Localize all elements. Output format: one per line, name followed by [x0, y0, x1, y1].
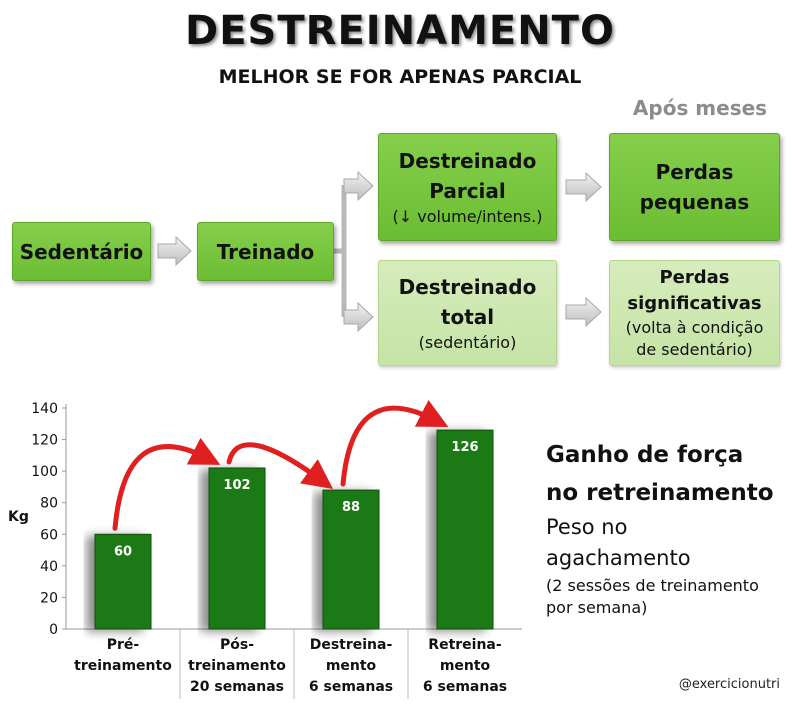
x-category-label: treinamento	[188, 658, 286, 674]
y-tick-label: 80	[40, 496, 58, 512]
x-category-label: Pós-	[220, 637, 254, 653]
significativas-note1: (volta à condição	[625, 318, 764, 337]
bar-value-label: 88	[342, 500, 360, 515]
x-category-label: Retreina-	[428, 637, 502, 653]
total-note: (sedentário)	[418, 333, 517, 352]
total-line2: total	[440, 305, 495, 329]
y-tick-label: 100	[31, 464, 58, 480]
parcial-line2: Parcial	[429, 179, 506, 203]
side-title-line2: no retreinamento	[546, 480, 774, 506]
arrow-total-to-significativas	[565, 296, 602, 328]
box-perdas-significativas: Perdas significativas (volta à condição …	[609, 260, 780, 366]
x-category-label: mento	[326, 658, 377, 674]
arrow-sed-to-treinado	[157, 235, 192, 267]
box-destreinado-parcial: Destreinado Parcial (↓ volume/intens.)	[378, 133, 557, 241]
bar-value-label: 126	[451, 440, 478, 455]
parcial-note: (↓ volume/intens.)	[392, 207, 543, 226]
bar	[322, 489, 380, 630]
x-category-label: 20 semanas	[190, 679, 284, 695]
y-tick-label: 0	[49, 622, 58, 638]
side-sub-line2: agachamento	[546, 546, 691, 570]
x-category-label: treinamento	[74, 658, 172, 674]
x-category-label: mento	[440, 658, 491, 674]
x-category-label: Destreina-	[310, 637, 393, 653]
x-category-label: 6 semanas	[309, 679, 393, 695]
progress-arrow	[226, 442, 334, 489]
side-title: Ganho de força no retreinamento	[546, 436, 774, 512]
box-sedentario: Sedentário	[12, 222, 151, 281]
branch-connector	[332, 182, 358, 320]
arrow-parcial-to-pequenas	[565, 171, 602, 203]
arrow-to-parcial	[343, 170, 374, 202]
box-treinado-label: Treinado	[216, 239, 315, 264]
after-months-label: Após meses	[632, 96, 768, 120]
bar	[436, 429, 494, 630]
parcial-line1: Destreinado	[398, 149, 537, 173]
y-tick-label: 40	[40, 559, 58, 575]
side-subtitle: Peso no agachamento	[546, 512, 691, 574]
y-tick-label: 20	[40, 590, 58, 606]
side-title-line1: Ganho de força	[546, 442, 744, 468]
page-title: DESTREINAMENTO	[185, 8, 615, 54]
significativas-line2: significativas	[627, 293, 762, 314]
box-destreinado-total: Destreinado total (sedentário)	[378, 260, 557, 366]
side-note: (2 sessões de treinamento por semana)	[546, 575, 759, 619]
y-axis-label: Kg	[8, 509, 29, 525]
progress-arrow	[112, 437, 221, 531]
bar	[94, 533, 152, 630]
significativas-note2: de sedentário)	[636, 340, 753, 359]
bar-value-label: 102	[223, 478, 250, 493]
bar	[208, 467, 266, 630]
y-tick-label: 60	[40, 527, 58, 543]
box-perdas-pequenas: Perdas pequenas	[609, 133, 780, 241]
credit-handle: @exercicionutri	[678, 677, 780, 692]
x-category-label: 6 semanas	[423, 679, 507, 695]
y-tick-label: 140	[31, 401, 58, 417]
bar-value-label: 60	[114, 544, 132, 559]
arrow-to-total	[343, 301, 374, 333]
strength-chart: 0 20 40 60 80 100 120 140 Kg 60 Pré-treinamento 102…	[8, 399, 522, 699]
pequenas-line1: Perdas	[655, 160, 734, 184]
pequenas-line2: pequenas	[639, 190, 750, 214]
significativas-line1: Perdas	[659, 267, 730, 288]
x-category-label: Pré-	[107, 637, 140, 653]
box-treinado: Treinado	[197, 222, 334, 281]
progress-arrow	[340, 399, 449, 487]
side-note-line2: por semana)	[546, 598, 648, 617]
page-subtitle: MELHOR SE FOR APENAS PARCIAL	[218, 66, 582, 88]
side-sub-line1: Peso no	[546, 515, 628, 539]
side-note-line1: (2 sessões de treinamento	[546, 576, 759, 595]
y-tick-label: 120	[31, 433, 58, 449]
box-sedentario-label: Sedentário	[19, 239, 144, 264]
flow-connectors	[157, 170, 602, 333]
total-line1: Destreinado	[398, 275, 537, 299]
